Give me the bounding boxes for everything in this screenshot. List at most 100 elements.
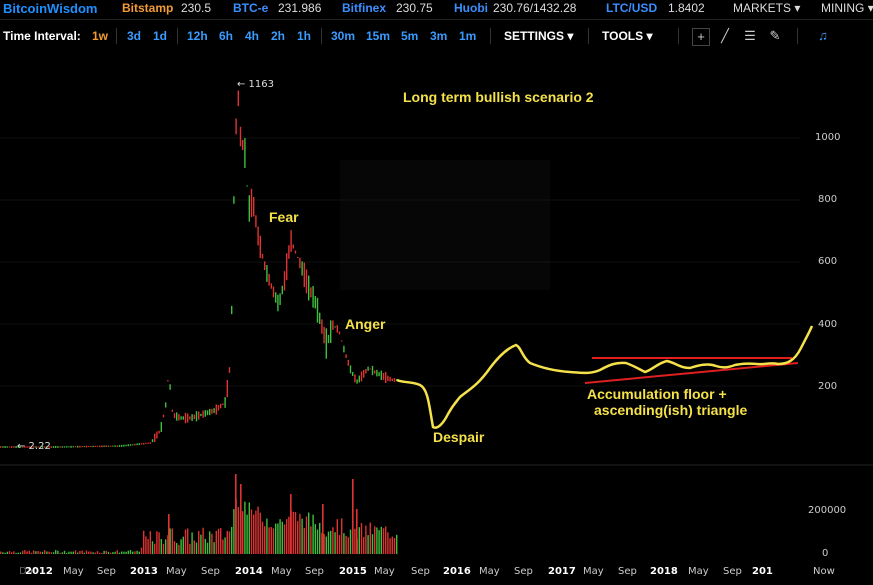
interval-3d[interactable]: 3d bbox=[127, 29, 142, 43]
exchange-huobi[interactable]: Huobi bbox=[454, 1, 488, 15]
volume-bar bbox=[367, 535, 369, 554]
volume-bar bbox=[305, 516, 308, 554]
volume-bar bbox=[202, 527, 204, 554]
exchange-bitstamp[interactable]: Bitstamp bbox=[122, 1, 174, 15]
chevron-down-icon: ▾ bbox=[567, 29, 574, 43]
candle bbox=[321, 319, 323, 334]
volume-bar bbox=[165, 539, 167, 554]
volume-bar bbox=[22, 550, 24, 554]
candle bbox=[396, 378, 398, 382]
volume-bar bbox=[297, 521, 299, 554]
time-axis-label: Sep bbox=[97, 566, 116, 577]
interval-2h[interactable]: 2h bbox=[271, 29, 286, 43]
candle bbox=[176, 412, 178, 421]
candle bbox=[24, 446, 26, 448]
interval-1w[interactable]: 1w bbox=[92, 29, 109, 43]
price-chart[interactable] bbox=[0, 48, 873, 585]
interval-1h[interactable]: 1h bbox=[297, 29, 312, 43]
mining-menu[interactable]: MINING ▾ bbox=[821, 1, 873, 15]
volume-bar bbox=[184, 529, 187, 554]
markets-menu[interactable]: MARKETS ▾ bbox=[733, 1, 800, 15]
time-axis-label: Now bbox=[813, 566, 835, 577]
candle bbox=[275, 292, 277, 303]
volume-bar bbox=[176, 543, 178, 554]
settings-menu[interactable]: SETTINGS ▾ bbox=[504, 29, 573, 43]
volume-bar bbox=[222, 539, 224, 554]
exchange-btce[interactable]: BTC-e bbox=[233, 1, 269, 15]
volume-bar bbox=[316, 529, 319, 554]
divider bbox=[177, 28, 178, 44]
candle bbox=[2, 446, 4, 448]
volume-bar bbox=[57, 550, 59, 554]
interval-12h[interactable]: 12h bbox=[187, 29, 208, 43]
volume-bar bbox=[220, 528, 222, 554]
exchange-bitfinex[interactable]: Bitfinex bbox=[342, 1, 387, 15]
volume-bar bbox=[354, 528, 356, 554]
volume-bar bbox=[206, 542, 209, 554]
interval-1m[interactable]: 1m bbox=[459, 29, 477, 43]
interval-3m[interactable]: 3m bbox=[430, 29, 448, 43]
candle bbox=[239, 126, 242, 147]
volume-bar bbox=[168, 514, 170, 554]
candle bbox=[66, 446, 68, 448]
candle bbox=[160, 422, 162, 432]
volume-bar bbox=[24, 550, 26, 554]
volume-bar bbox=[107, 551, 110, 554]
line-draw-icon[interactable]: ╱ bbox=[721, 28, 729, 43]
volume-bar bbox=[303, 528, 305, 554]
volume-bar bbox=[343, 533, 345, 554]
crosshair-icon[interactable]: + bbox=[692, 28, 710, 46]
volume-bar bbox=[151, 541, 154, 554]
candle bbox=[391, 378, 393, 382]
volume-bar bbox=[270, 527, 272, 554]
candle bbox=[158, 430, 160, 434]
alarm-icon[interactable]: ♫ bbox=[818, 28, 828, 43]
volume-bar bbox=[41, 551, 44, 554]
interval-6h[interactable]: 6h bbox=[219, 29, 234, 43]
candle bbox=[206, 410, 209, 416]
candle bbox=[57, 446, 59, 448]
volume-bar bbox=[125, 551, 127, 554]
candle bbox=[72, 446, 74, 448]
volume-bar bbox=[90, 551, 92, 554]
volume-bar bbox=[371, 534, 374, 554]
candle bbox=[248, 195, 250, 222]
candle bbox=[349, 365, 352, 374]
interval-15m[interactable]: 15m bbox=[366, 29, 391, 43]
volume-bar bbox=[308, 512, 310, 554]
candle bbox=[165, 402, 167, 408]
volume-bar bbox=[301, 518, 303, 554]
fib-lines-icon[interactable]: ☰ bbox=[744, 28, 756, 43]
candle bbox=[393, 378, 396, 382]
candle bbox=[37, 446, 39, 448]
volume-bar bbox=[55, 550, 57, 554]
candle bbox=[19, 446, 22, 448]
candle bbox=[178, 414, 180, 421]
time-axis-label: 201 bbox=[752, 566, 773, 577]
time-interval-label: Time Interval: bbox=[3, 29, 81, 43]
candle bbox=[330, 320, 332, 344]
tools-menu[interactable]: TOOLS ▾ bbox=[602, 29, 653, 43]
interval-5m[interactable]: 5m bbox=[401, 29, 419, 43]
volume-bar bbox=[110, 552, 112, 554]
interval-1d[interactable]: 1d bbox=[153, 29, 168, 43]
interval-4h[interactable]: 4h bbox=[245, 29, 260, 43]
candle bbox=[39, 446, 41, 448]
interval-30m[interactable]: 30m bbox=[331, 29, 356, 43]
exchange-ltcusd[interactable]: LTC/USD bbox=[606, 1, 658, 15]
candle bbox=[389, 376, 391, 382]
candle bbox=[376, 369, 378, 377]
candle bbox=[354, 374, 356, 383]
candle bbox=[116, 445, 118, 447]
volume-bar bbox=[147, 539, 149, 554]
volume-bar bbox=[171, 528, 173, 554]
volume-bar bbox=[15, 552, 17, 554]
volume-bar bbox=[341, 518, 343, 554]
candle bbox=[182, 416, 184, 420]
candle bbox=[257, 226, 259, 246]
pencil-icon[interactable]: ✎ bbox=[769, 28, 781, 43]
volume-bar bbox=[68, 551, 70, 554]
volume-bar bbox=[143, 530, 145, 554]
site-logo[interactable]: BitcoinWisdom bbox=[3, 1, 98, 16]
volume-bar bbox=[48, 551, 50, 554]
